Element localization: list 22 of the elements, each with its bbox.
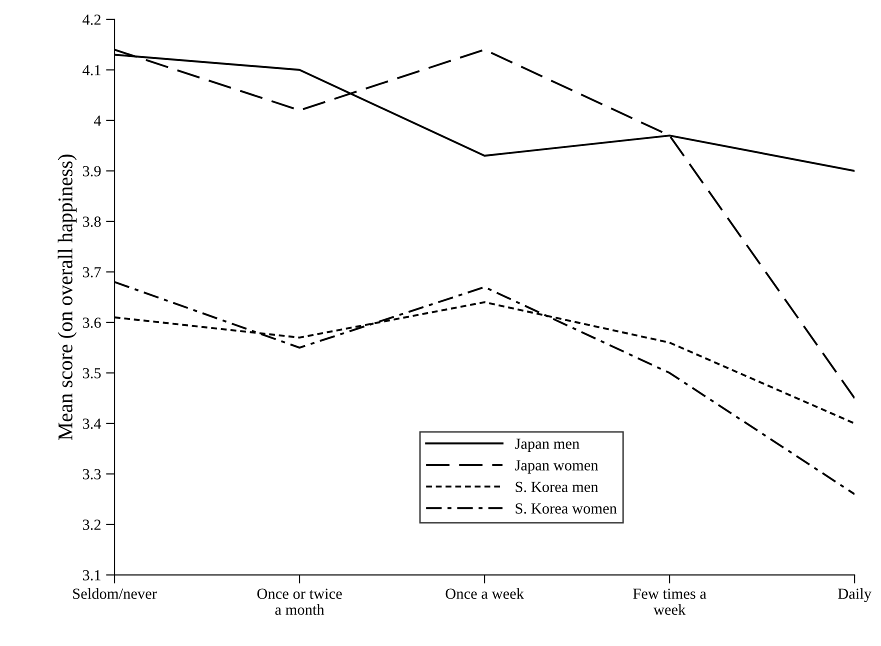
y-tick-label: 3.6 [82, 318, 101, 328]
y-axis-title: Mean score (on overall happiness) [58, 154, 77, 440]
x-tick-label: Once a week [446, 588, 524, 599]
x-tick-label: Seldom/never [73, 588, 157, 599]
x-tick-label: Few times a week [633, 588, 706, 615]
y-tick-label: 3.7 [82, 267, 101, 278]
x-tick-label: Once or twice a month [257, 588, 342, 615]
legend-label: Japan women [515, 460, 598, 474]
y-tick-label: 3.2 [82, 520, 100, 530]
y-tick-label: 3.4 [82, 418, 102, 429]
legend-label: Japan men [515, 438, 580, 452]
y-tick-label: 4.1 [82, 65, 100, 76]
y-tick-label: 3.3 [82, 469, 101, 480]
x-tick-label: Daily [838, 588, 872, 602]
y-tick-label: 3.8 [82, 216, 101, 227]
y-tick-label: 3.9 [82, 166, 101, 176]
y-tick-label: 3.1 [82, 570, 100, 580]
y-tick-label: 4 [94, 116, 102, 126]
y-tick-label: 3.5 [82, 368, 101, 378]
legend-label: S. Korea women [516, 503, 617, 514]
y-tick-label: 4.2 [82, 14, 100, 25]
legend-label: S. Korea men [516, 482, 598, 492]
